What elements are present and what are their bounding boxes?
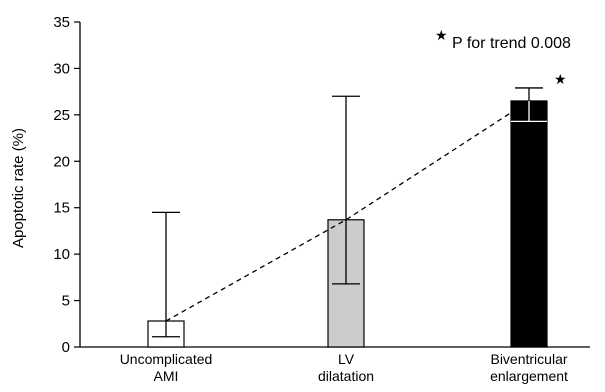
y-tick-label: 15: [53, 200, 70, 217]
significance-star: ★: [554, 72, 567, 88]
trend-annotation-star: ★: [435, 28, 448, 44]
trend-line: [165, 100, 530, 322]
y-tick-label: 30: [53, 60, 70, 77]
x-category-label: Uncomplicated: [120, 351, 213, 367]
x-category-label: LV: [338, 351, 355, 367]
x-category-label: Biventricular: [490, 351, 567, 367]
y-tick-label: 25: [53, 107, 70, 124]
x-category-label: AMI: [154, 368, 179, 384]
y-axis-title: Apoptotic rate (%): [10, 128, 27, 248]
bar: [510, 100, 548, 348]
y-tick-label: 20: [53, 153, 70, 170]
x-category-label: enlargement: [490, 368, 568, 384]
trend-annotation: P for trend 0.008: [452, 35, 571, 52]
x-category-label: dilatation: [318, 368, 374, 384]
y-tick-label: 10: [53, 246, 70, 263]
y-tick-label: 5: [62, 293, 70, 310]
y-tick-label: 0: [62, 339, 70, 356]
y-tick-label: 35: [53, 14, 70, 31]
